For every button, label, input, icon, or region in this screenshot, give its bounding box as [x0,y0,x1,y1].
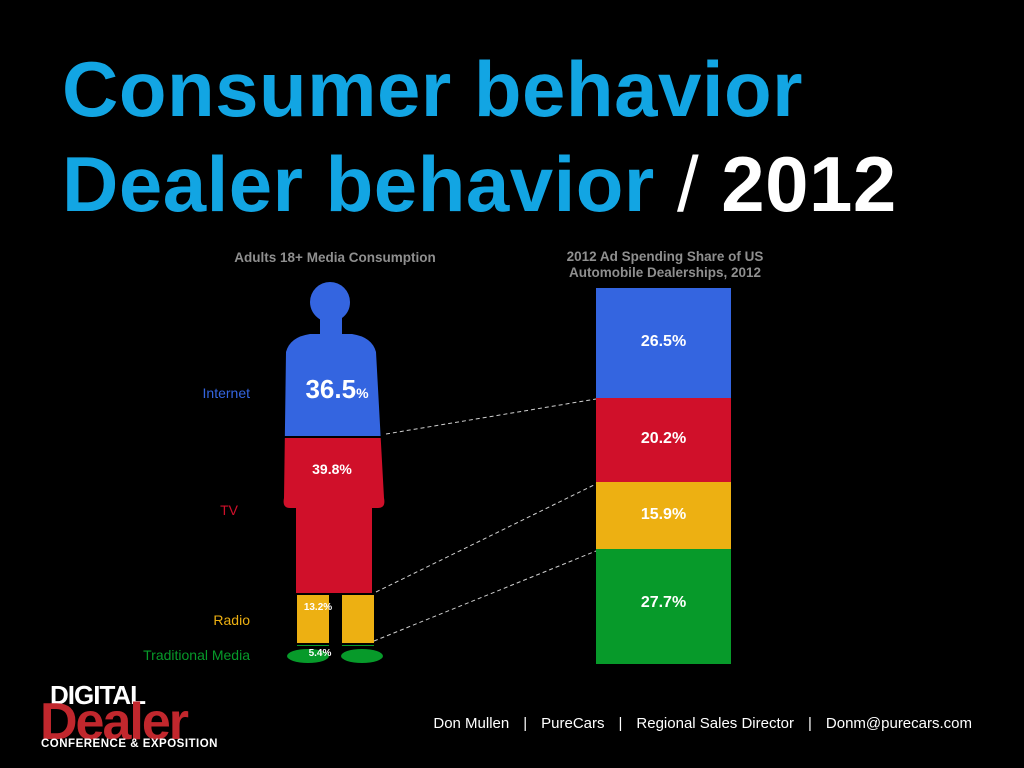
bar-segment-traditional-media [596,548,731,664]
right-chart-title-line1: 2012 Ad Spending Share of US [566,249,764,264]
logo-digital: DIGITAL [50,680,146,710]
connector-line-1 [385,398,597,435]
figure-value-internet: 36.5% [282,374,392,405]
bar-value-label-radio: 15.9% [640,505,687,523]
logo-subtitle: CONFERENCE & EXPOSITION [41,738,218,750]
figure-value-traditional: 5.4% [308,648,332,659]
title-line-2: Dealer behavior / 2012 [62,145,897,223]
digital-dealer-logo: DIGITAL Dealer CONFERENCE & EXPOSITION [38,676,238,756]
footer-separator: | [618,715,623,732]
footer-role: Regional Sales Director [636,715,794,732]
figure-segment-internet [283,282,385,437]
title-line-1: Consumer behavior [62,50,803,128]
category-label-traditional-media: Traditional Media [143,647,250,663]
bar-segment-radio [596,482,731,549]
title-separator: / [654,140,722,228]
figure-value-radio: 13.2% [303,602,333,613]
logo-dealer: Dealer [40,693,189,751]
bar-value-label-traditional-media: 27.7% [640,593,687,611]
footer-email[interactable]: Donm@purecars.com [825,715,972,732]
figure-value-internet-suffix: % [356,385,369,401]
connector-line-3 [373,550,597,642]
bar-segment-internet [596,288,731,399]
category-label-tv: TV [220,502,238,518]
category-label-internet: Internet [202,385,250,401]
figure-value-tv: 39.8% [312,461,352,477]
footer-name: Don Mullen [433,715,510,732]
bar-value-label-internet: 26.5% [640,333,687,350]
bar-value-label-tv: 20.2% [640,430,687,448]
left-chart-title: Adults 18+ Media Consumption [234,250,436,265]
figure-value-internet-number: 36.5 [305,374,357,404]
figure-segment-tv [283,437,385,594]
footer-separator: | [523,715,528,732]
bar-segment-tv [596,398,731,483]
footer-company: PureCars [541,715,605,732]
title-consumer-behavior: Consumer behavior [62,45,804,133]
right-chart-title: 2012 Ad Spending Share of US Automobile … [520,249,810,281]
title-year: 2012 [721,140,897,228]
category-label-radio: Radio [213,612,250,628]
connector-line-2 [375,483,597,593]
right-chart-title-line2: Automobile Dealerships, 2012 [568,265,762,280]
footer-separator: | [807,715,812,732]
footer-contact: Don Mullen | PureCars | Regional Sales Direc… [433,715,972,732]
title-dealer-behavior: Dealer behavior [62,140,655,228]
